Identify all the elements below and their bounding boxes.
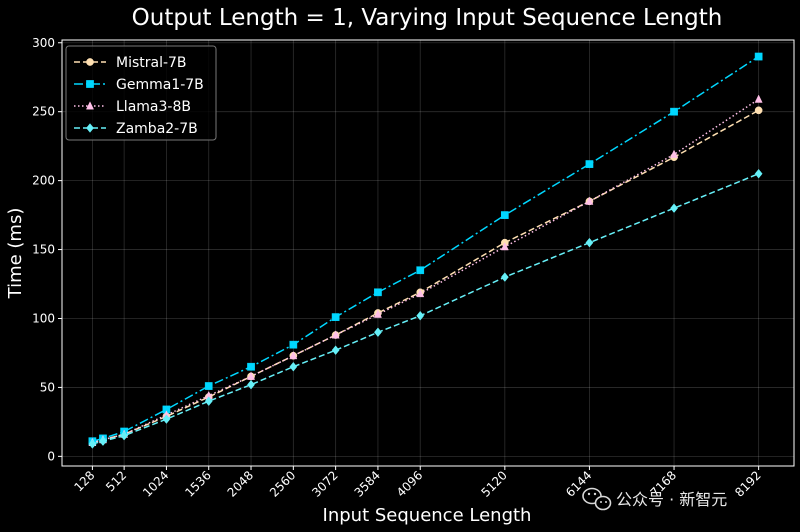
watermark-text: 公众号 · 新智元 bbox=[616, 490, 727, 509]
data-point bbox=[500, 272, 509, 282]
data-point bbox=[374, 327, 382, 338]
x-tick-label: 4096 bbox=[394, 468, 425, 499]
data-point bbox=[289, 350, 298, 360]
data-point bbox=[754, 106, 763, 115]
data-point bbox=[204, 396, 213, 406]
x-tick-label: 3072 bbox=[309, 468, 340, 499]
data-point bbox=[754, 94, 763, 103]
data-point bbox=[754, 168, 763, 179]
x-tick-label: 1024 bbox=[140, 468, 171, 499]
series-line bbox=[92, 109, 760, 444]
watermark: 公众号 · 新智元 bbox=[582, 487, 727, 511]
legend-label: Zamba2-7B bbox=[116, 121, 198, 137]
series-line bbox=[92, 55, 760, 442]
data-point bbox=[416, 288, 425, 298]
data-point bbox=[331, 330, 340, 339]
series-group bbox=[88, 52, 763, 449]
legend-label: Mistral-7B bbox=[116, 55, 187, 71]
data-point bbox=[331, 313, 340, 321]
data-point bbox=[670, 203, 678, 213]
data-point bbox=[500, 211, 509, 219]
data-point bbox=[754, 52, 763, 61]
data-point bbox=[331, 345, 340, 355]
series-llama3-8b bbox=[88, 94, 763, 447]
x-tick-label: 8192 bbox=[732, 468, 763, 499]
data-point bbox=[289, 361, 298, 372]
data-point bbox=[670, 107, 678, 116]
x-tick-label: 3584 bbox=[352, 468, 383, 499]
x-tick-label: 5120 bbox=[478, 468, 509, 499]
data-point bbox=[99, 436, 107, 446]
data-point bbox=[247, 371, 256, 380]
data-point bbox=[204, 382, 213, 390]
data-point bbox=[247, 362, 255, 371]
data-point bbox=[416, 310, 425, 321]
x-tick-label: 2048 bbox=[225, 468, 256, 499]
y-axis: 0 50 100 150 200 250 300 bbox=[32, 36, 62, 463]
y-tick-label: 0 bbox=[47, 449, 55, 463]
x-tick-label: 6144 bbox=[563, 468, 594, 499]
legend-marker bbox=[86, 123, 94, 133]
legend-marker bbox=[86, 101, 94, 110]
data-point bbox=[585, 237, 594, 248]
y-tick-label: 200 bbox=[32, 174, 55, 188]
legend-marker bbox=[86, 58, 94, 66]
y-axis-label: Time (ms) bbox=[5, 208, 26, 300]
chart-title: Output Length = 1, Varying Input Sequenc… bbox=[132, 5, 723, 31]
data-point bbox=[247, 379, 255, 390]
x-tick-label: 2560 bbox=[267, 468, 298, 499]
data-point bbox=[585, 160, 594, 168]
series-zamba2-7b bbox=[88, 168, 763, 449]
legend-label: Llama3-8B bbox=[116, 99, 191, 115]
x-tick-label: 128 bbox=[71, 468, 97, 494]
data-point bbox=[416, 266, 425, 275]
data-point bbox=[120, 430, 129, 441]
data-point bbox=[289, 340, 298, 349]
series-line bbox=[92, 173, 759, 445]
plot-area-border bbox=[61, 39, 795, 467]
data-point bbox=[88, 439, 97, 449]
data-point bbox=[585, 196, 594, 205]
y-tick-label: 250 bbox=[32, 105, 55, 119]
legend-label: Gemma1-7B bbox=[116, 77, 204, 93]
data-point bbox=[162, 414, 171, 424]
y-tick-label: 100 bbox=[32, 311, 55, 325]
data-point bbox=[500, 242, 509, 251]
wechat-icon bbox=[582, 487, 612, 511]
data-point bbox=[670, 149, 679, 158]
y-tick-label: 150 bbox=[32, 243, 55, 257]
x-tick-label: 512 bbox=[103, 468, 129, 494]
data-point bbox=[373, 309, 382, 318]
y-tick-label: 50 bbox=[40, 380, 55, 394]
series-mistral-7b bbox=[88, 106, 763, 447]
legend: Mistral-7B Gemma1-7B Llama3-8B Zamba2-7B bbox=[65, 45, 217, 141]
legend-box bbox=[65, 45, 217, 141]
x-axis-label: Input Sequence Length bbox=[323, 505, 532, 526]
series-line bbox=[92, 98, 760, 444]
y-tick-label: 300 bbox=[32, 36, 55, 50]
legend-marker bbox=[86, 80, 94, 88]
x-tick-label: 1536 bbox=[182, 468, 213, 499]
data-point bbox=[374, 288, 382, 297]
